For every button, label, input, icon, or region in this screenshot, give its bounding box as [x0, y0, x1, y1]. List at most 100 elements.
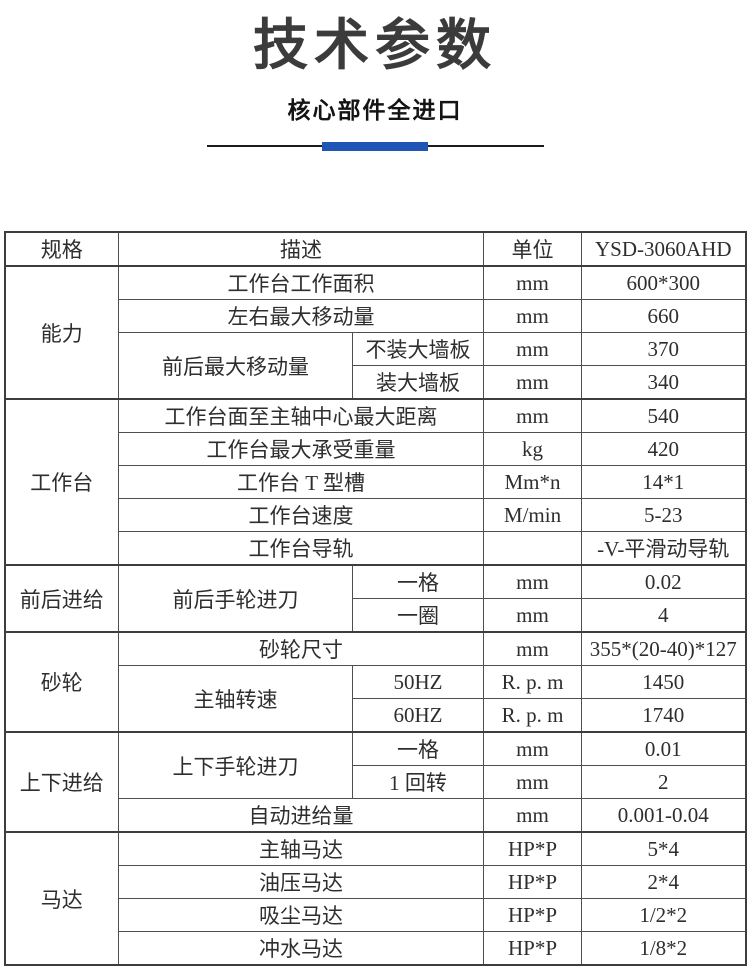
spec-sub: 一圈 — [352, 598, 484, 633]
spec-value: 660 — [581, 299, 746, 334]
spec-desc: 工作台导轨 — [118, 531, 484, 566]
table-header-row: 规格 描述 单位 YSD-3060AHD — [4, 231, 746, 268]
spec-desc: 砂轮尺寸 — [118, 631, 484, 667]
spec-unit: mm — [483, 265, 582, 301]
spec-unit: R. p. m — [483, 665, 582, 700]
spec-unit: mm — [483, 765, 582, 800]
spec-value: 0.001-0.04 — [581, 798, 746, 833]
spec-unit: HP*P — [483, 898, 582, 933]
section-label: 工作台 — [4, 398, 119, 566]
spec-unit: R. p. m — [483, 698, 582, 733]
spec-value: 1450 — [581, 665, 746, 700]
spec-desc: 工作台面至主轴中心最大距离 — [118, 398, 484, 434]
spec-desc: 油压马达 — [118, 865, 484, 900]
spec-desc: 工作台 T 型槽 — [118, 465, 484, 500]
spec-value: 2 — [581, 765, 746, 800]
page-title: 技术参数 — [252, 14, 497, 76]
spec-value: 340 — [581, 365, 746, 400]
table-row: 装大墙板 mm 340 — [5, 365, 746, 400]
table-row: 60HZ R. p. m 1740 — [5, 698, 746, 733]
table-row: 前后进给 前后手轮进刀 一格 mm 0.02 — [4, 564, 746, 633]
table-row: 上下进给 上下手轮进刀 一格 mm 0.01 — [4, 731, 746, 833]
section-label: 马达 — [4, 831, 119, 966]
spec-value: 540 — [581, 398, 746, 434]
spec-desc: 工作台速度 — [118, 498, 484, 533]
title-divider — [206, 142, 544, 152]
table-row: 油压马达 HP*P 2*4 — [5, 865, 746, 900]
spec-value: 600*300 — [581, 265, 746, 301]
spec-value: 0.01 — [581, 731, 746, 767]
spec-unit: mm — [483, 398, 582, 434]
spec-unit: HP*P — [483, 931, 582, 966]
table-row: 马达 主轴马达 HP*P 5*4 — [4, 831, 746, 966]
section-label: 砂轮 — [4, 631, 119, 733]
col-header-spec: 规格 — [4, 231, 119, 268]
spec-sub: 不装大墙板 — [352, 332, 484, 367]
col-header-desc: 描述 — [118, 231, 484, 268]
col-header-unit: 单位 — [483, 231, 582, 268]
col-header-model: YSD-3060AHD — [581, 231, 746, 268]
spec-unit: Mm*n — [483, 465, 582, 500]
spec-desc: 自动进给量 — [118, 798, 484, 833]
spec-value: 1/8*2 — [581, 931, 746, 966]
spec-sub: 1 回转 — [352, 765, 484, 800]
spec-unit: M/min — [483, 498, 582, 533]
spec-value: 1/2*2 — [581, 898, 746, 933]
spec-unit: mm — [483, 731, 582, 767]
spec-value: 5*4 — [581, 831, 746, 867]
spec-sub: 装大墙板 — [352, 365, 484, 400]
spec-sub: 60HZ — [352, 698, 484, 733]
spec-value: -V-平滑动导轨 — [581, 531, 746, 566]
spec-unit: HP*P — [483, 831, 582, 867]
table-row: 砂轮 砂轮尺寸 mm 355*(20-40)*127 — [4, 631, 746, 733]
spec-value: 2*4 — [581, 865, 746, 900]
spec-value: 1740 — [581, 698, 746, 733]
spec-unit: kg — [483, 432, 582, 467]
spec-table: 规格 描述 单位 YSD-3060AHD 能力 工作台工作面积 mm 600*3… — [3, 231, 747, 967]
spec-value: 0.02 — [581, 564, 746, 600]
table-row: 冲水马达 HP*P 1/8*2 — [5, 931, 746, 966]
spec-value: 370 — [581, 332, 746, 367]
section-label: 上下进给 — [4, 731, 119, 833]
table-row: 工作台导轨 -V-平滑动导轨 — [5, 531, 746, 566]
spec-unit: mm — [483, 564, 582, 600]
spec-desc: 工作台最大承受重量 — [118, 432, 484, 467]
table-row: 吸尘马达 HP*P 1/2*2 — [5, 898, 746, 933]
spec-value: 4 — [581, 598, 746, 633]
table-row: 工作台 工作台面至主轴中心最大距离 mm 540 — [4, 398, 746, 566]
spec-sub: 50HZ — [352, 665, 484, 700]
table-row: 左右最大移动量 mm 660 — [5, 299, 746, 334]
spec-value: 14*1 — [581, 465, 746, 500]
spec-unit: HP*P — [483, 865, 582, 900]
spec-value: 420 — [581, 432, 746, 467]
spec-unit: mm — [483, 798, 582, 833]
spec-unit: mm — [483, 631, 582, 667]
table-row: 工作台 T 型槽 Mm*n 14*1 — [5, 465, 746, 500]
spec-unit: mm — [483, 365, 582, 400]
page-subtitle: 核心部件全进口 — [287, 97, 463, 124]
spec-desc: 冲水马达 — [118, 931, 484, 966]
spec-desc: 上下手轮进刀 — [118, 731, 353, 800]
spec-sub: 一格 — [352, 731, 484, 767]
spec-sub: 一格 — [352, 564, 484, 600]
spec-desc: 工作台工作面积 — [118, 265, 484, 301]
spec-desc: 前后最大移动量 — [118, 332, 353, 400]
spec-desc: 左右最大移动量 — [118, 299, 484, 334]
spec-value: 5-23 — [581, 498, 746, 533]
table-row: 工作台速度 M/min 5-23 — [5, 498, 746, 533]
spec-desc: 主轴转速 — [118, 665, 353, 733]
table-row: 一圈 mm 4 — [5, 598, 746, 633]
spec-unit: mm — [483, 332, 582, 367]
table-row: 自动进给量 mm 0.001-0.04 — [5, 798, 746, 833]
spec-desc: 前后手轮进刀 — [118, 564, 353, 633]
spec-unit: mm — [483, 598, 582, 633]
section-label: 能力 — [4, 265, 119, 400]
spec-desc: 主轴马达 — [118, 831, 484, 867]
spec-desc: 吸尘马达 — [118, 898, 484, 933]
spec-unit: mm — [483, 299, 582, 334]
table-row: 1 回转 mm 2 — [5, 765, 746, 800]
table-row: 能力 工作台工作面积 mm 600*300 — [4, 265, 746, 400]
divider-accent — [322, 142, 428, 152]
spec-value: 355*(20-40)*127 — [581, 631, 746, 667]
section-label: 前后进给 — [4, 564, 119, 633]
